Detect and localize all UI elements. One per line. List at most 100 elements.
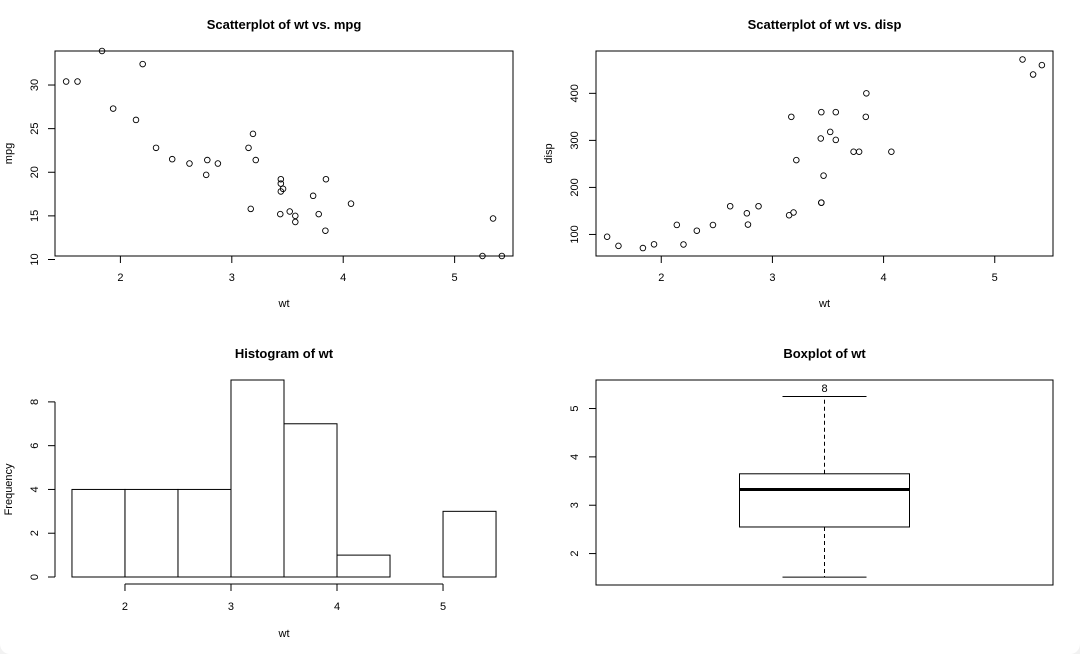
y-axis-label: Frequency <box>3 463 15 515</box>
data-point <box>826 128 834 136</box>
data-point <box>1019 56 1026 63</box>
x-tick-label: 4 <box>334 601 340 613</box>
data-point <box>152 144 160 152</box>
x-tick-label: 2 <box>658 272 664 284</box>
data-point <box>743 210 751 217</box>
y-tick-label: 6 <box>29 443 41 449</box>
data-point <box>249 130 257 138</box>
data-point <box>726 202 734 210</box>
data-point <box>790 209 797 216</box>
scatter-wt-disp-panel: Scatterplot of wt vs. disp 2 3 4 5 100 200 300 4… <box>543 17 1054 310</box>
data-point <box>639 244 647 252</box>
data-point <box>109 105 117 112</box>
data-point <box>818 108 825 116</box>
plot-frame <box>595 50 1054 257</box>
histogram-bar <box>124 488 179 578</box>
data-point <box>309 192 317 200</box>
histogram-bar <box>230 379 285 578</box>
data-point <box>1029 71 1037 78</box>
data-point <box>888 148 895 156</box>
data-point <box>850 148 857 156</box>
data-point <box>322 175 330 183</box>
y-tick-label: 0 <box>29 574 41 580</box>
x-tick-label: 2 <box>117 272 123 284</box>
chart-title: Scatterplot of wt vs. disp <box>748 17 902 32</box>
x-tick-label: 4 <box>881 272 887 284</box>
data-point <box>793 156 800 164</box>
y-axis-label: mpg <box>3 143 15 164</box>
data-point <box>204 156 211 164</box>
y-tick-label: 30 <box>29 79 41 91</box>
chart-title: Boxplot of wt <box>783 346 866 361</box>
data-point <box>214 160 222 167</box>
chart-title: Histogram of wt <box>235 346 334 361</box>
plot-frame <box>54 50 514 257</box>
data-point <box>479 252 486 260</box>
data-point <box>347 200 355 207</box>
data-point <box>709 221 717 229</box>
data-point <box>322 227 329 234</box>
scatter-wt-mpg-panel: Scatterplot of wt vs. mpg 2 3 4 5 10 15 20 25 30 w… <box>3 17 514 310</box>
y-tick-label: 100 <box>569 225 581 243</box>
y-tick-label: 400 <box>569 84 581 102</box>
data-point <box>863 90 870 97</box>
data-point <box>650 241 658 248</box>
data-point <box>315 210 322 218</box>
data-point <box>832 108 840 116</box>
data-point <box>817 135 825 142</box>
data-point <box>1038 61 1046 69</box>
data-point <box>818 199 825 206</box>
data-point <box>202 171 210 179</box>
data-point <box>277 210 284 218</box>
x-tick-label: 5 <box>452 272 458 284</box>
histogram-bar <box>177 488 232 578</box>
y-tick-label: 4 <box>29 486 41 492</box>
x-axis-label: wt <box>278 298 290 310</box>
y-tick-label: 4 <box>569 454 581 460</box>
data-point <box>279 185 287 193</box>
data-point <box>62 78 70 85</box>
y-tick-label: 20 <box>29 166 41 178</box>
box-wt-panel: Boxplot of wt 8 2 3 4 5 <box>569 346 1054 586</box>
chart-title: Scatterplot of wt vs. mpg <box>207 17 362 32</box>
data-point <box>186 160 193 167</box>
x-tick-label: 5 <box>992 272 998 284</box>
histogram-bar <box>442 510 497 578</box>
data-point <box>277 180 285 187</box>
data-point <box>139 60 146 68</box>
y-axis-label: disp <box>543 143 555 163</box>
histogram-bar <box>336 554 391 578</box>
data-point <box>132 116 140 124</box>
data-point <box>862 113 870 121</box>
hist-wt-panel: Histogram of wt 2 3 4 5 0 2 4 6 8 wt Frequency <box>3 346 497 640</box>
plot-frame <box>595 379 1054 586</box>
outlier-label: 8 <box>821 383 827 395</box>
y-tick-label: 25 <box>29 123 41 135</box>
data-point <box>673 221 681 229</box>
histogram-bar <box>71 488 126 578</box>
data-point <box>788 113 795 121</box>
data-point <box>744 221 752 228</box>
data-point <box>74 78 81 85</box>
x-axis-label: wt <box>818 298 830 310</box>
x-tick-label: 3 <box>769 272 775 284</box>
y-tick-label: 10 <box>29 253 41 265</box>
y-tick-label: 8 <box>29 399 41 405</box>
data-point <box>247 205 254 213</box>
histogram-bar <box>283 423 338 578</box>
data-point <box>603 233 611 241</box>
data-point <box>252 156 260 164</box>
y-tick-label: 2 <box>29 530 41 536</box>
y-tick-label: 2 <box>569 551 581 557</box>
x-tick-label: 2 <box>122 601 128 613</box>
y-tick-label: 15 <box>29 210 41 222</box>
data-point <box>820 172 827 179</box>
data-point <box>693 227 701 234</box>
data-point <box>292 218 299 226</box>
y-tick-label: 200 <box>569 178 581 196</box>
data-point <box>245 144 252 152</box>
data-point <box>489 215 497 222</box>
data-point <box>292 212 299 220</box>
